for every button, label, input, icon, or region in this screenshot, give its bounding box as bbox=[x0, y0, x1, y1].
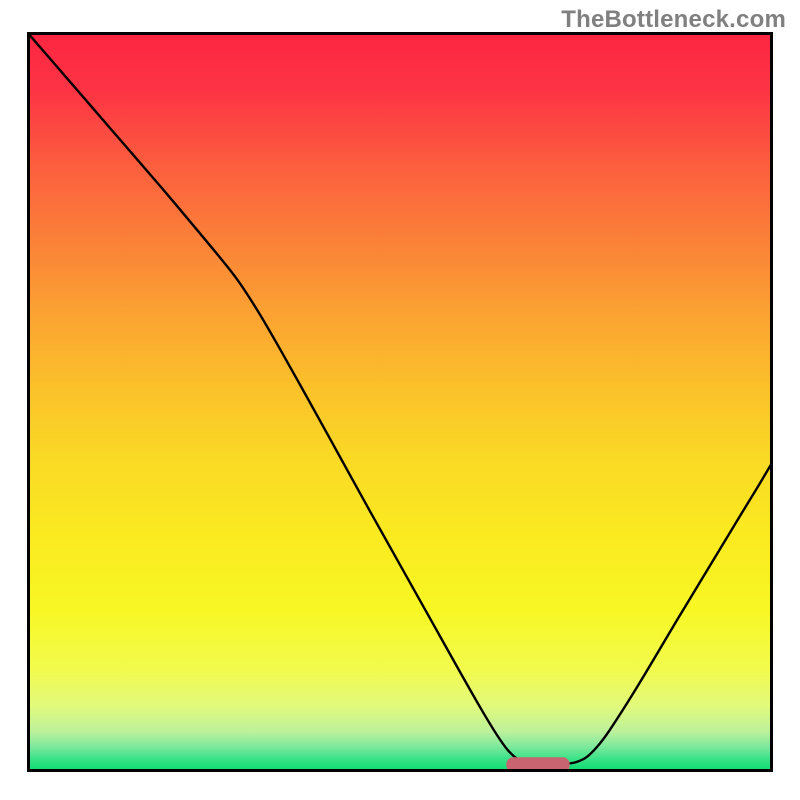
chart-background bbox=[27, 32, 773, 772]
bottleneck-curve-chart bbox=[27, 32, 773, 772]
chart-plot-area bbox=[27, 32, 773, 772]
chart-root: { "watermark": { "text": "TheBottleneck.… bbox=[0, 0, 800, 800]
watermark-text: TheBottleneck.com bbox=[561, 6, 786, 34]
